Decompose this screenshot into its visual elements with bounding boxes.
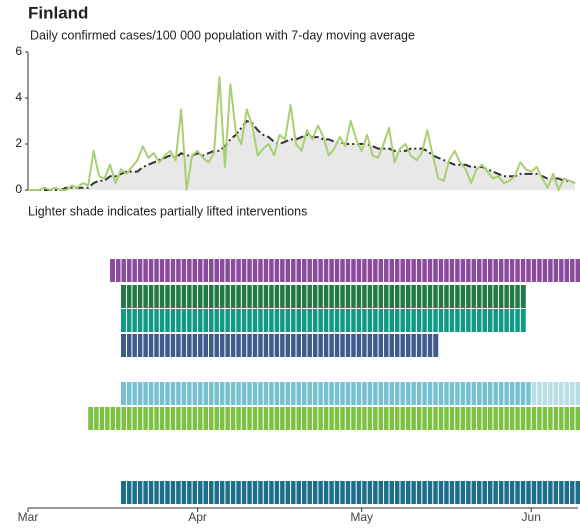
chart-title: Finland <box>28 3 88 22</box>
x-tick-label: Apr <box>188 510 207 524</box>
intervention <box>110 259 580 282</box>
intervention <box>120 285 526 308</box>
y-tick-label: 4 <box>15 90 22 104</box>
line <box>28 76 576 191</box>
intervention <box>120 334 439 357</box>
annotation: Lighter shade indicates partially lifted… <box>28 204 307 218</box>
chart-subtitle: Daily confirmed cases/100 000 population… <box>30 28 415 42</box>
intervention <box>120 481 580 504</box>
intervention <box>88 407 580 430</box>
x-tick-label: Jun <box>522 510 541 524</box>
intervention <box>120 382 580 405</box>
intervention <box>120 309 526 332</box>
y-tick-label: 2 <box>15 136 22 150</box>
x-tick-label: May <box>350 510 373 524</box>
y-tick-label: 0 <box>15 182 22 196</box>
area <box>28 121 575 190</box>
lifted-bar <box>531 382 580 405</box>
x-tick-label: Mar <box>18 510 39 524</box>
y-tick-label: 6 <box>15 44 22 58</box>
